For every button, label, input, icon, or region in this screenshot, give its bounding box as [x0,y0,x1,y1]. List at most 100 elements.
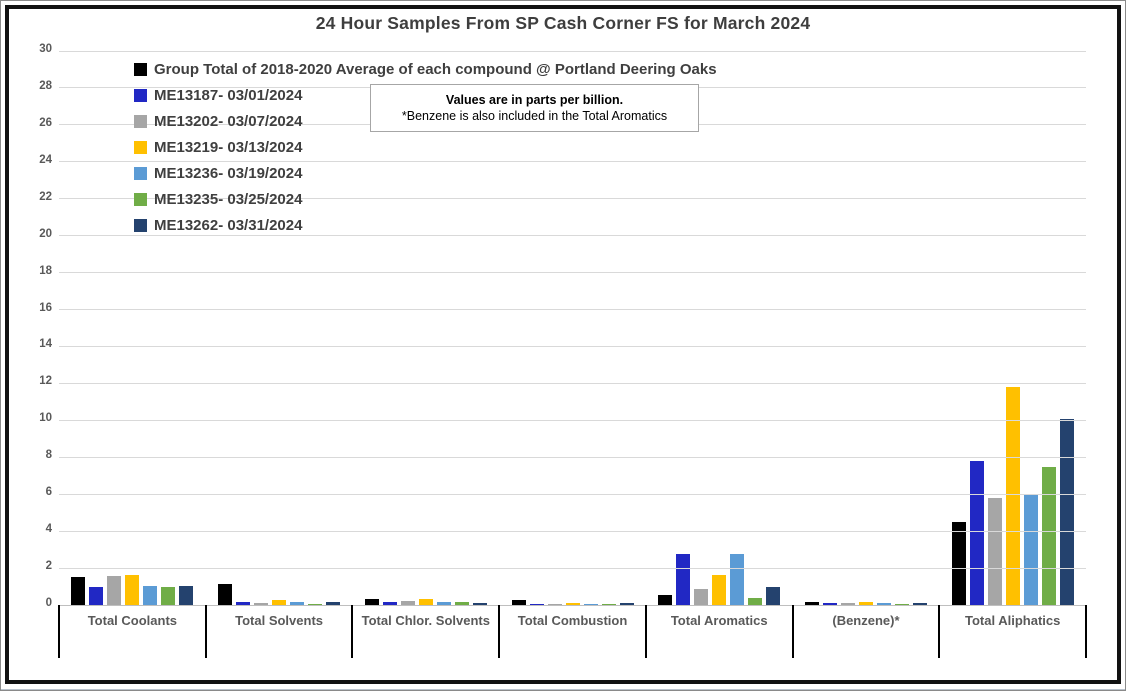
legend-label: ME13202- 03/07/2024 [154,113,303,130]
bar [858,601,873,605]
note-benzene-text: *Benzene is also included in the Total A… [401,109,668,123]
legend-swatch [134,89,147,102]
y-tick-label: 26 [39,116,52,129]
legend-entry: ME13235- 03/25/2024 [134,190,717,209]
category-label: Total Combustion [517,613,628,628]
category-divider [204,605,207,658]
bar [712,574,727,605]
y-tick-label: 16 [39,301,52,314]
bar [766,586,781,605]
bar [658,594,673,605]
bar [912,602,927,605]
category-label: Total Coolants [87,613,178,628]
bar [418,599,433,605]
y-tick-label: 22 [39,190,52,203]
bar [876,602,891,605]
legend-swatch [134,63,147,76]
bar [364,599,379,605]
note-box: Values are in parts per billion. *Benzen… [370,84,699,132]
gridline [59,309,1086,311]
bar-group [59,51,206,605]
bar [1041,466,1056,605]
bar [161,587,176,605]
legend-swatch [134,193,147,206]
y-tick-label: 24 [39,153,52,166]
legend-label: ME13187- 03/01/2024 [154,87,303,104]
bar [840,603,855,605]
bar [436,601,451,605]
bar [236,602,251,605]
y-tick-label: 10 [39,412,52,425]
bar [218,583,233,605]
bar [308,603,323,605]
legend-entry: ME13202- 03/07/2024 [134,112,717,131]
gridline [59,198,1086,200]
y-tick-label: 20 [39,227,52,240]
gridline [59,50,1086,52]
bar-group [646,51,793,605]
bar-group [206,51,353,605]
bar [804,602,819,605]
bar [529,603,544,605]
x-axis-line [59,604,1086,606]
legend-label: Group Total of 2018-2020 Average of each… [154,61,717,78]
y-tick-label: 28 [39,79,52,92]
category-divider [58,605,60,658]
bar [71,577,86,605]
category-divider [938,605,941,658]
bar [472,602,487,605]
note-units-text: Values are in parts per billion. [445,93,624,107]
gridline [59,235,1086,237]
legend-swatch [134,141,147,154]
legend: Group Total of 2018-2020 Average of each… [134,60,717,235]
y-tick-label: 6 [45,486,52,499]
bar [272,600,287,605]
legend-label: ME13219- 03/13/2024 [154,139,303,156]
legend-entry: ME13187- 03/01/2024 [134,86,717,105]
bar [894,603,909,605]
bar [107,576,122,605]
bar-group [352,51,499,605]
category-divider [351,605,354,658]
bar [125,575,140,605]
bar-group [939,51,1086,605]
bar [694,589,709,605]
bar [89,587,104,605]
bar [326,601,341,605]
y-tick-label: 4 [45,523,52,536]
gridline [59,419,1086,421]
category-label: Total Aromatics [670,613,768,628]
bar [987,497,1002,605]
category-label: (Benzene)* [832,613,900,628]
bar [619,603,634,605]
bar [951,521,966,605]
y-tick-label: 18 [39,264,52,277]
gridline [59,493,1086,495]
category-label: Total Aliphatics [965,613,1061,628]
y-tick-label: 0 [45,597,52,609]
legend-label: ME13236- 03/19/2024 [154,165,303,182]
bar [382,602,397,605]
legend-label: ME13235- 03/25/2024 [154,191,303,208]
y-tick-label: 2 [45,560,52,573]
legend-label: ME13262- 03/31/2024 [154,217,303,234]
bar [290,602,305,605]
gridline [59,456,1086,458]
bar [748,597,763,605]
bar [565,603,580,605]
gridline [59,161,1086,163]
legend-entry: ME13236- 03/19/2024 [134,164,717,183]
bar [511,600,526,605]
chart-title: 24 Hour Samples From SP Cash Corner FS f… [315,13,811,33]
category-divider [791,605,794,658]
bar [730,554,745,605]
bar [143,585,158,605]
bar [254,603,269,605]
y-tick-label: 30 [39,43,52,55]
category-label: Total Solvents [235,613,324,628]
bar [1023,495,1038,605]
gridline [59,567,1086,569]
category-label: Total Chlor. Solvents [361,613,490,628]
bar-group [793,51,940,605]
